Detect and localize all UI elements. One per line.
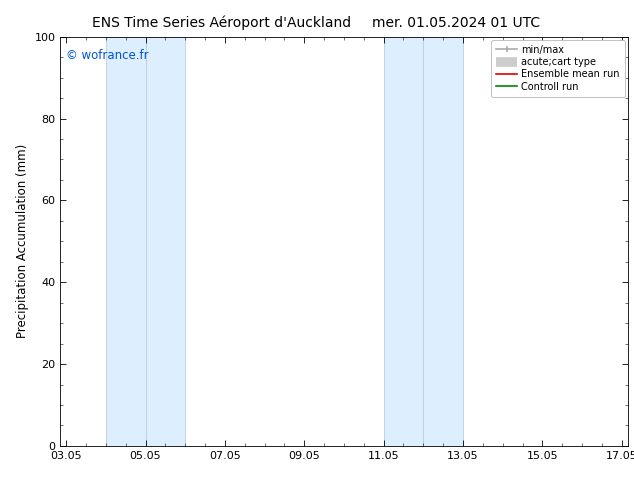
Bar: [106, 37, 146, 446]
Text: mer. 01.05.2024 01 UTC: mer. 01.05.2024 01 UTC: [372, 16, 541, 30]
Legend: min/max, acute;cart type, Ensemble mean run, Controll run: min/max, acute;cart type, Ensemble mean …: [491, 40, 624, 97]
Bar: [384, 37, 424, 446]
Y-axis label: Precipitation Accumulation (mm): Precipitation Accumulation (mm): [16, 144, 29, 339]
Bar: [146, 37, 185, 446]
Text: © wofrance.fr: © wofrance.fr: [66, 49, 148, 62]
Text: ENS Time Series Aéroport d'Auckland: ENS Time Series Aéroport d'Auckland: [93, 16, 351, 30]
Bar: [424, 37, 463, 446]
